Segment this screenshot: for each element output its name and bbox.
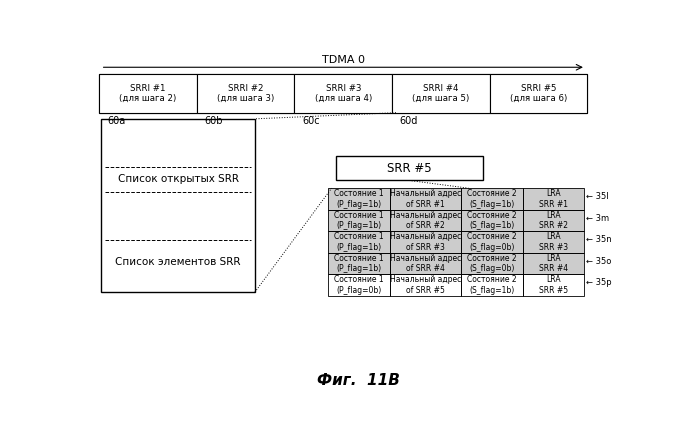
Text: SRRI #2
(для шага 3): SRRI #2 (для шага 3) xyxy=(217,84,274,103)
Bar xyxy=(391,231,461,253)
Text: 60b: 60b xyxy=(204,116,223,126)
Text: Состояние 1
(P_flag=0b): Состояние 1 (P_flag=0b) xyxy=(335,275,384,295)
Bar xyxy=(524,253,584,275)
Text: Начальный адрес
of SRR #1: Начальный адрес of SRR #1 xyxy=(390,189,461,209)
Bar xyxy=(328,231,584,253)
Text: Список элементов SRR: Список элементов SRR xyxy=(116,257,241,267)
Text: ← 35n: ← 35n xyxy=(586,235,612,244)
Bar xyxy=(461,275,524,296)
Bar xyxy=(524,275,584,296)
Text: Начальный адрес
of SRR #3: Начальный адрес of SRR #3 xyxy=(390,232,461,252)
Text: Состояние 2
(S_flag=1b): Состояние 2 (S_flag=1b) xyxy=(468,211,517,230)
Bar xyxy=(197,74,295,113)
Bar xyxy=(391,210,461,231)
Text: Начальный адрес
of SRR #2: Начальный адрес of SRR #2 xyxy=(390,211,461,230)
Bar xyxy=(328,210,584,231)
Bar xyxy=(335,156,483,181)
Text: SRRI #3
(для шага 4): SRRI #3 (для шага 4) xyxy=(314,84,372,103)
Bar xyxy=(461,188,524,210)
Text: Состояние 2
(S_flag=1b): Состояние 2 (S_flag=1b) xyxy=(468,275,517,295)
Bar xyxy=(99,74,587,113)
Text: TDMA 0: TDMA 0 xyxy=(322,55,365,65)
Bar xyxy=(461,231,524,253)
Bar xyxy=(328,231,391,253)
Text: LRA
SRR #1: LRA SRR #1 xyxy=(539,189,568,209)
Bar xyxy=(328,253,584,275)
Text: ← 3m: ← 3m xyxy=(586,214,609,222)
Bar xyxy=(461,210,524,231)
Text: 60c: 60c xyxy=(302,116,320,126)
Bar xyxy=(328,210,391,231)
Text: SRR #5: SRR #5 xyxy=(387,162,431,174)
Text: LRA
SRR #4: LRA SRR #4 xyxy=(539,254,568,273)
Bar xyxy=(328,275,391,296)
Text: Состояние 2
(S_flag=0b): Состояние 2 (S_flag=0b) xyxy=(468,232,517,252)
Text: Состояние 1
(P_flag=1b): Состояние 1 (P_flag=1b) xyxy=(335,254,384,273)
Text: Список открытых SRR: Список открытых SRR xyxy=(118,174,239,185)
Bar xyxy=(328,253,391,275)
Text: ← 35p: ← 35p xyxy=(586,279,612,287)
Bar xyxy=(295,74,392,113)
Text: Состояние 1
(P_flag=1b): Состояние 1 (P_flag=1b) xyxy=(335,232,384,252)
Text: LRA
SRR #2: LRA SRR #2 xyxy=(539,211,568,230)
Bar xyxy=(102,119,255,292)
Bar xyxy=(328,275,584,296)
Bar xyxy=(524,231,584,253)
Bar xyxy=(328,188,584,210)
Text: ← 35l: ← 35l xyxy=(586,192,608,201)
Bar xyxy=(391,188,461,210)
Text: Начальный адрес
of SRR #5: Начальный адрес of SRR #5 xyxy=(390,275,461,295)
Bar xyxy=(461,253,524,275)
Text: Состояние 2
(S_flag=1b): Состояние 2 (S_flag=1b) xyxy=(468,189,517,209)
Bar xyxy=(490,74,587,113)
Text: LRA
SRR #5: LRA SRR #5 xyxy=(539,275,568,295)
Text: Начальный адрес
of SRR #4: Начальный адрес of SRR #4 xyxy=(390,254,461,273)
Text: Фиг.  11В: Фиг. 11В xyxy=(317,373,400,388)
Bar xyxy=(391,275,461,296)
Text: 60a: 60a xyxy=(107,116,125,126)
Text: Состояние 1
(P_flag=1b): Состояние 1 (P_flag=1b) xyxy=(335,189,384,209)
Bar xyxy=(328,188,391,210)
Bar xyxy=(99,74,197,113)
Text: SRRI #1
(для шага 2): SRRI #1 (для шага 2) xyxy=(119,84,176,103)
Bar xyxy=(391,253,461,275)
Text: 60d: 60d xyxy=(400,116,418,126)
Text: SRRI #4
(для шага 5): SRRI #4 (для шага 5) xyxy=(412,84,470,103)
Bar xyxy=(392,74,490,113)
Text: ← 35o: ← 35o xyxy=(586,257,611,266)
Text: Состояние 1
(P_flag=1b): Состояние 1 (P_flag=1b) xyxy=(335,211,384,230)
Text: SRRI #5
(для шага 6): SRRI #5 (для шага 6) xyxy=(510,84,567,103)
Text: Состояние 2
(S_flag=0b): Состояние 2 (S_flag=0b) xyxy=(468,254,517,273)
Text: LRA
SRR #3: LRA SRR #3 xyxy=(539,232,568,252)
Bar xyxy=(524,188,584,210)
Bar xyxy=(524,210,584,231)
